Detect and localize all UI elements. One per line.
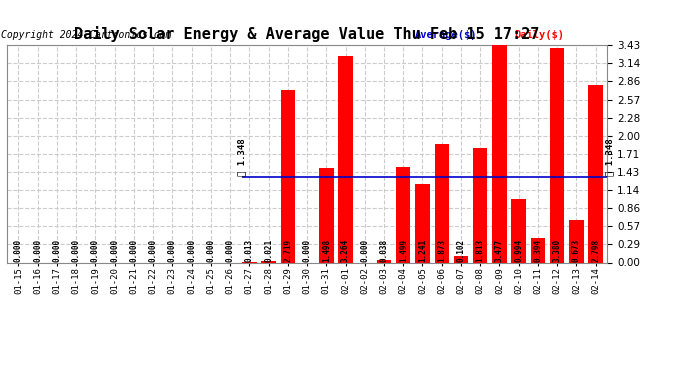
- Text: Daily($): Daily($): [514, 30, 564, 40]
- Bar: [473, 147, 487, 262]
- Text: ⯈ 1.348: ⯈ 1.348: [237, 138, 246, 176]
- Bar: [550, 48, 564, 262]
- Text: 0.000: 0.000: [52, 239, 61, 262]
- Bar: [589, 85, 603, 262]
- Bar: [531, 237, 545, 262]
- Text: Copyright 2024 Cartronics.com: Copyright 2024 Cartronics.com: [1, 30, 171, 40]
- Text: 0.021: 0.021: [264, 239, 273, 262]
- Title: Daily Solar Energy & Average Value Thu Feb 15 17:27: Daily Solar Energy & Average Value Thu F…: [75, 27, 540, 42]
- Text: 0.000: 0.000: [110, 239, 119, 262]
- Bar: [396, 168, 411, 262]
- Bar: [338, 56, 353, 262]
- Text: 0.000: 0.000: [226, 239, 235, 262]
- Text: 0.000: 0.000: [187, 239, 196, 262]
- Text: 0.000: 0.000: [302, 239, 312, 262]
- Bar: [511, 200, 526, 262]
- Bar: [492, 42, 506, 262]
- Text: 0.013: 0.013: [245, 239, 254, 262]
- Text: ⯈ 1.348: ⯈ 1.348: [606, 138, 615, 176]
- Text: Average($): Average($): [415, 30, 477, 40]
- Text: 1.498: 1.498: [322, 239, 331, 262]
- Text: 0.000: 0.000: [206, 239, 215, 262]
- Text: 1.813: 1.813: [475, 239, 484, 262]
- Text: 0.000: 0.000: [148, 239, 157, 262]
- Bar: [281, 90, 295, 262]
- Text: 3.380: 3.380: [553, 239, 562, 262]
- Bar: [415, 184, 430, 262]
- Text: 0.000: 0.000: [33, 239, 42, 262]
- Text: 3.477: 3.477: [495, 239, 504, 262]
- Text: 0.102: 0.102: [457, 239, 466, 262]
- Text: 1.241: 1.241: [418, 239, 427, 262]
- Text: 0.673: 0.673: [572, 239, 581, 262]
- Bar: [319, 168, 333, 262]
- Text: 0.000: 0.000: [168, 239, 177, 262]
- Text: 0.038: 0.038: [380, 239, 388, 262]
- Text: 0.000: 0.000: [360, 239, 369, 262]
- Bar: [262, 261, 276, 262]
- Bar: [454, 256, 469, 262]
- Text: 0.994: 0.994: [514, 239, 523, 262]
- Bar: [377, 260, 391, 262]
- Text: 2.719: 2.719: [284, 239, 293, 262]
- Text: 0.000: 0.000: [130, 239, 139, 262]
- Text: 3.264: 3.264: [341, 239, 350, 262]
- Bar: [569, 220, 584, 262]
- Text: 2.798: 2.798: [591, 239, 600, 262]
- Text: 0.000: 0.000: [91, 239, 100, 262]
- Text: 0.394: 0.394: [533, 239, 542, 262]
- Bar: [435, 144, 449, 262]
- Text: 1.499: 1.499: [399, 239, 408, 262]
- Text: 0.000: 0.000: [72, 239, 81, 262]
- Text: 0.000: 0.000: [14, 239, 23, 262]
- Text: 1.873: 1.873: [437, 239, 446, 262]
